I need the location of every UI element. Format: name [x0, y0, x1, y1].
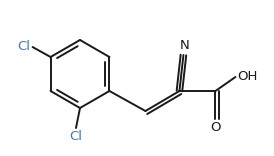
Text: Cl: Cl: [70, 130, 82, 143]
Text: N: N: [179, 39, 189, 52]
Text: O: O: [210, 121, 221, 134]
Text: Cl: Cl: [18, 39, 31, 53]
Text: OH: OH: [238, 70, 258, 83]
